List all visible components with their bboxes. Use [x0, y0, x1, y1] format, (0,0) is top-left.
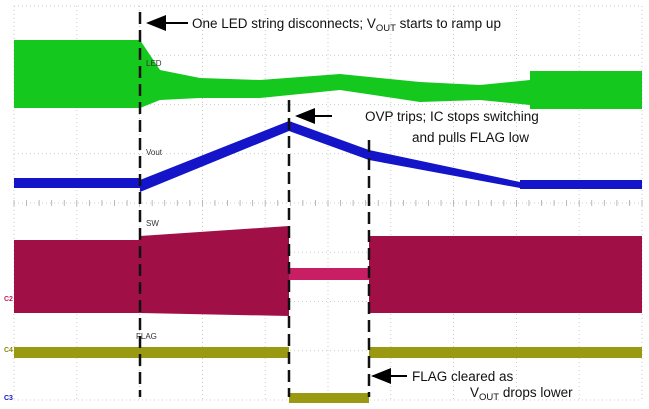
- vout-trace: [14, 121, 642, 192]
- led-label: LED: [146, 59, 162, 68]
- ovp-annotation-line1: OVP trips; IC stops switching: [365, 109, 539, 124]
- flag-label: FLAG: [136, 332, 157, 341]
- sw-label: SW: [146, 219, 159, 228]
- flag-annotation-line2: VOUT drops lower: [470, 385, 573, 403]
- vout-label: Vout: [146, 148, 163, 157]
- sw-trace: [14, 226, 642, 316]
- flag-trace: [14, 347, 642, 403]
- c2-marker: C2: [4, 296, 13, 303]
- ovp-annotation-line2: and pulls FLAG low: [412, 130, 529, 145]
- disconnect-annotation: One LED string disconnects; VOUT starts …: [192, 16, 501, 34]
- led-trace: [14, 40, 642, 109]
- c3-marker: C3: [4, 395, 13, 402]
- c4-marker: C4: [4, 347, 13, 354]
- flag-annotation-line1: FLAG cleared as: [412, 369, 514, 384]
